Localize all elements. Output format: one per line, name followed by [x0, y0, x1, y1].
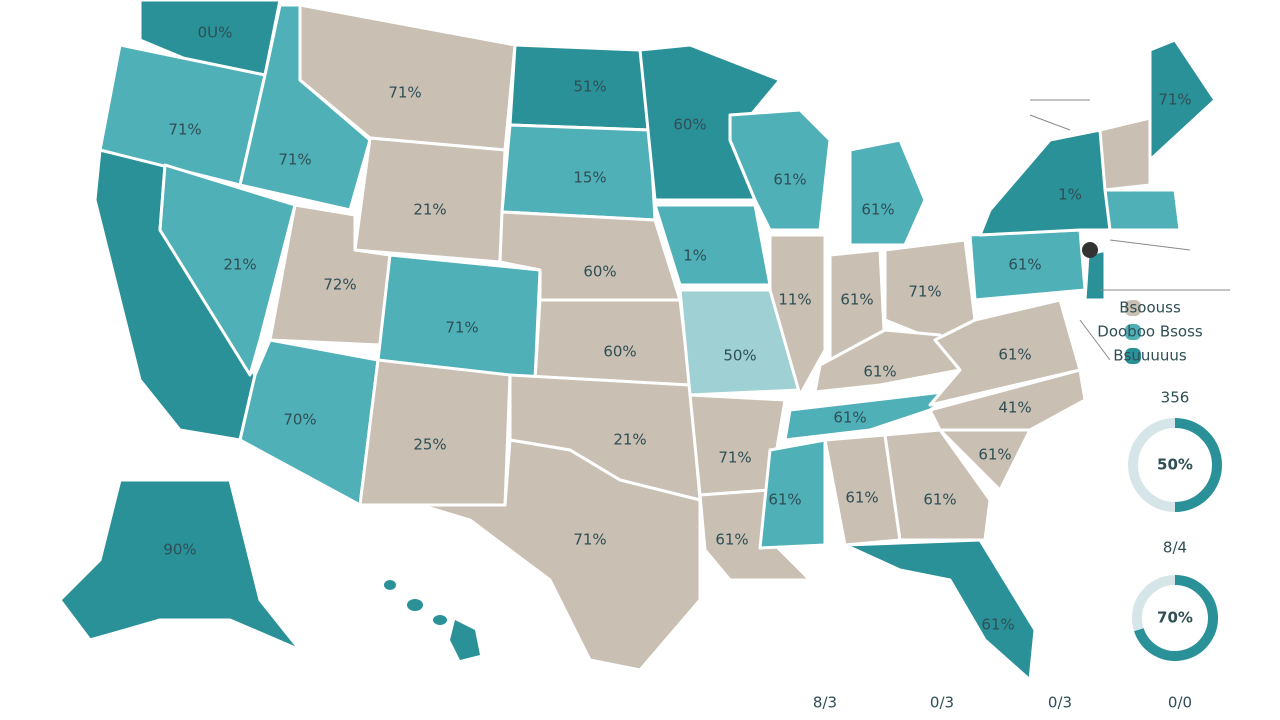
footer-label: 0/0: [1168, 694, 1192, 712]
state-label: 71%: [278, 151, 311, 169]
state: [418, 438, 702, 672]
state: [1103, 188, 1182, 232]
state: [58, 478, 302, 652]
state-label: 61%: [923, 491, 956, 509]
state-label: 90%: [163, 541, 196, 559]
state-label: 60%: [603, 343, 636, 361]
state: [783, 388, 962, 442]
state: [1083, 248, 1107, 302]
state-label: 15%: [573, 169, 606, 187]
state-label: 71%: [1158, 91, 1191, 109]
legend-label: Dooboo Bsoss: [1097, 323, 1203, 341]
state-label: 25%: [413, 436, 446, 454]
state: [376, 253, 542, 382]
island: [433, 615, 447, 625]
state: [238, 338, 380, 507]
legend-label: Bsuuuuus: [1113, 347, 1187, 365]
island: [450, 620, 480, 660]
marker: [1082, 242, 1098, 258]
state-label: 1%: [683, 247, 707, 265]
donut-caption: 8/4: [1163, 539, 1187, 557]
state-label: 1%: [1058, 186, 1082, 204]
state-label: 61%: [833, 409, 866, 427]
donut-arc: [1134, 575, 1218, 661]
legend-label: Bsoouss: [1119, 299, 1181, 317]
state-label: 21%: [413, 201, 446, 219]
state-label: 61%: [998, 346, 1031, 364]
state: [978, 128, 1112, 237]
state-label: 72%: [323, 276, 356, 294]
state: [758, 438, 827, 550]
state-label: 61%: [1008, 256, 1041, 274]
state-label: 11%: [778, 291, 811, 309]
state: [1098, 116, 1152, 192]
state: [883, 428, 992, 542]
callout-lines: [1029, 99, 1230, 361]
state-label: 61%: [715, 531, 748, 549]
state-label: 61%: [768, 491, 801, 509]
state-label: 71%: [445, 319, 478, 337]
footer-label: 8/3: [813, 694, 837, 712]
footer-label: 0/3: [930, 694, 954, 712]
state: [728, 108, 832, 232]
legend-swatch: [1125, 300, 1141, 316]
state: [358, 358, 512, 507]
island: [407, 599, 423, 611]
state-label: 71%: [718, 449, 751, 467]
states: [58, 0, 1217, 682]
state-label: 61%: [773, 171, 806, 189]
state-label: 61%: [981, 616, 1014, 634]
donut-label: 70%: [1157, 609, 1193, 627]
legend-swatch: [1125, 348, 1141, 364]
state: [848, 138, 927, 247]
state-label: 50%: [723, 347, 756, 365]
donut-caption: 356: [1161, 389, 1190, 407]
state-label: 21%: [613, 431, 646, 449]
footer-label: 0/3: [1048, 694, 1072, 712]
state-label: 71%: [908, 283, 941, 301]
state: [928, 298, 1082, 407]
state-label: 61%: [840, 291, 873, 309]
state-label: 61%: [861, 201, 894, 219]
state-label: 0U%: [198, 24, 233, 42]
state-label: 60%: [673, 116, 706, 134]
island: [384, 580, 396, 590]
state-label: 61%: [845, 489, 878, 507]
state-label: 71%: [573, 531, 606, 549]
state-label: 71%: [388, 84, 421, 102]
donut-arc: [1174, 418, 1222, 512]
state-label: 71%: [168, 121, 201, 139]
state: [768, 233, 827, 397]
state: [158, 163, 297, 377]
state-label: 61%: [978, 446, 1011, 464]
state-label: 61%: [863, 363, 896, 381]
state-label: 41%: [998, 399, 1031, 417]
state: [843, 538, 1037, 682]
state-label: 21%: [223, 256, 256, 274]
map-decorations: [384, 99, 1230, 660]
donut-label: 50%: [1157, 456, 1193, 474]
state-label: 60%: [583, 263, 616, 281]
legend-swatch: [1125, 324, 1141, 340]
state-label: 70%: [283, 411, 316, 429]
state-label: 51%: [573, 78, 606, 96]
